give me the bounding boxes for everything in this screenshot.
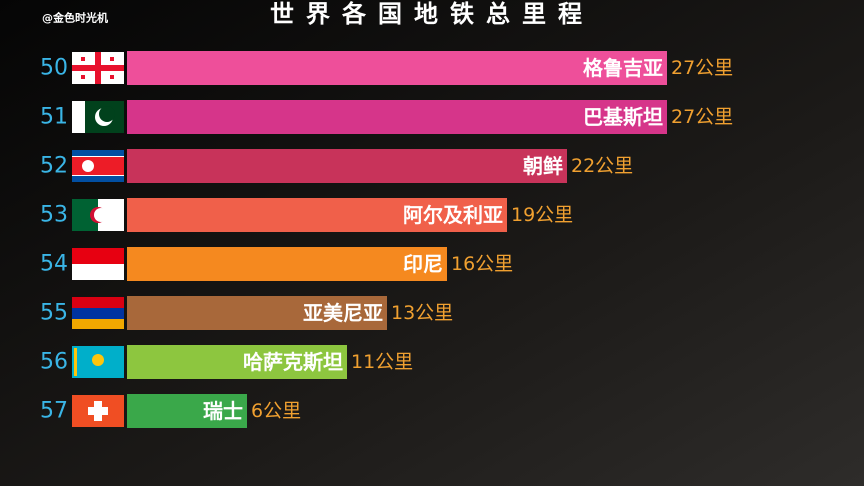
bar: [127, 394, 247, 428]
bar: [127, 247, 447, 281]
rank-label: 50: [40, 56, 68, 81]
rank-label: 56: [40, 350, 68, 375]
flag-indonesia: [72, 248, 124, 280]
flag-north-korea: [72, 150, 124, 182]
value-label: 16公里: [451, 253, 513, 275]
value-label: 11公里: [351, 351, 413, 373]
value-label: 19公里: [511, 204, 573, 226]
value-label: 27公里: [671, 106, 733, 128]
bar: [127, 149, 567, 183]
flag-kazakhstan: [72, 346, 124, 378]
watermark: @金色时光机: [42, 11, 108, 25]
flag-pakistan: [72, 101, 124, 133]
flag-georgia: [72, 52, 124, 84]
country-label: 印尼: [403, 252, 443, 276]
rank-label: 54: [40, 252, 68, 277]
rank-label: 57: [40, 399, 68, 424]
value-label: 13公里: [391, 302, 453, 324]
rank-label: 51: [40, 105, 68, 130]
chart-title: 世界各国地铁总里程: [270, 0, 594, 28]
country-label: 亚美尼亚: [303, 301, 383, 325]
bar: [127, 100, 667, 134]
bar: [127, 198, 507, 232]
value-label: 27公里: [671, 57, 733, 79]
rank-label: 52: [40, 154, 68, 179]
flag-switzerland: [72, 395, 124, 427]
country-label: 阿尔及利亚: [403, 203, 503, 227]
bar: [127, 345, 347, 379]
value-label: 6公里: [251, 400, 301, 422]
country-label: 朝鲜: [523, 154, 563, 178]
bar: [127, 296, 387, 330]
value-label: 22公里: [571, 155, 633, 177]
country-label: 巴基斯坦: [583, 105, 663, 129]
country-label: 瑞士: [203, 399, 243, 423]
flag-algeria: [72, 199, 124, 231]
country-label: 哈萨克斯坦: [243, 350, 343, 374]
rank-label: 55: [40, 301, 68, 326]
flag-armenia: [72, 297, 124, 329]
rank-label: 53: [40, 203, 68, 228]
bar: [127, 51, 667, 85]
flags: [72, 52, 124, 427]
country-label: 格鲁吉亚: [583, 56, 663, 80]
